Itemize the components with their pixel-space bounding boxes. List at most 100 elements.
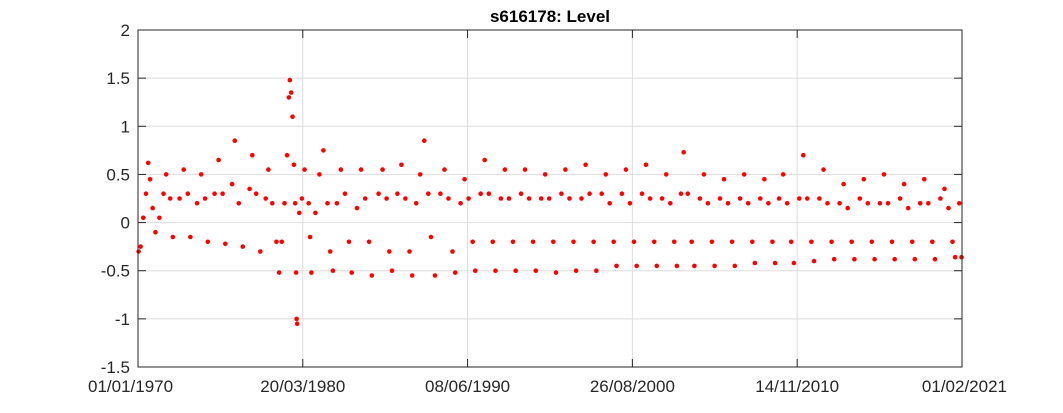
data-point — [889, 239, 895, 245]
data-point — [717, 196, 723, 201]
data-point — [659, 196, 665, 201]
data-point — [599, 191, 604, 196]
data-point — [801, 152, 806, 158]
data-point — [338, 167, 344, 172]
data-point — [942, 186, 947, 192]
data-point — [725, 201, 731, 206]
data-point — [721, 176, 727, 182]
data-point — [627, 201, 633, 206]
data-point — [258, 249, 263, 254]
data-point — [399, 162, 404, 168]
data-point — [428, 234, 434, 240]
data-point — [689, 239, 694, 245]
data-point — [522, 167, 528, 172]
data-point — [493, 268, 498, 274]
data-point — [619, 191, 625, 196]
data-point — [872, 256, 877, 262]
data-point — [276, 270, 282, 275]
data-point — [518, 191, 524, 196]
data-point — [458, 201, 463, 206]
data-point — [817, 196, 822, 201]
data-point — [594, 268, 599, 274]
data-point — [611, 239, 616, 245]
data-point — [369, 273, 375, 278]
data-point — [791, 260, 797, 266]
data-point — [321, 148, 326, 153]
data-point — [926, 201, 931, 206]
data-point — [732, 263, 738, 269]
data-point — [288, 90, 294, 95]
data-point — [881, 172, 887, 177]
data-point — [334, 201, 340, 206]
data-point — [950, 239, 955, 245]
data-point — [614, 263, 619, 269]
data-point — [229, 181, 235, 187]
data-point — [240, 244, 246, 249]
data-point — [389, 268, 395, 274]
data-point — [671, 239, 677, 245]
data-point — [473, 268, 478, 274]
data-point — [861, 176, 867, 182]
data-point — [161, 191, 166, 196]
y-tick-label: -1.5 — [101, 358, 130, 377]
data-point — [591, 239, 596, 245]
x-tick-label: 14/11/2010 — [755, 377, 839, 396]
data-point — [286, 95, 292, 100]
plot-frame — [137, 29, 963, 368]
data-point — [922, 176, 927, 182]
data-point — [167, 196, 173, 201]
data-point — [780, 172, 786, 177]
data-point — [290, 114, 295, 119]
data-point — [905, 205, 911, 211]
data-point — [282, 201, 287, 206]
data-point — [643, 162, 649, 168]
data-point — [758, 196, 763, 201]
data-point — [533, 268, 539, 274]
data-point — [313, 210, 318, 216]
data-point — [797, 196, 802, 201]
data-point — [917, 201, 923, 206]
data-point — [170, 234, 176, 240]
data-point — [845, 205, 850, 211]
data-point — [553, 270, 559, 275]
data-point — [729, 239, 735, 245]
data-point — [587, 191, 592, 196]
data-point — [150, 205, 155, 211]
data-point — [284, 152, 290, 158]
data-point — [701, 172, 707, 177]
data-point — [841, 181, 846, 187]
data-point — [292, 201, 298, 206]
data-point — [762, 176, 767, 182]
data-point — [462, 176, 467, 182]
data-point — [770, 239, 775, 245]
data-point — [567, 196, 572, 201]
data-point — [837, 201, 842, 206]
data-point — [831, 256, 837, 262]
data-point — [776, 196, 782, 201]
data-point — [513, 268, 518, 274]
data-point — [788, 239, 794, 245]
data-point — [530, 239, 536, 245]
data-point — [938, 196, 943, 201]
data-point — [952, 254, 958, 260]
y-tick-label: 2 — [121, 21, 130, 40]
data-point — [232, 138, 238, 143]
data-point — [143, 191, 149, 196]
data-point — [705, 201, 711, 206]
data-point — [559, 191, 564, 196]
data-point — [366, 239, 372, 245]
data-point — [678, 191, 684, 196]
data-point — [212, 191, 217, 196]
data-point — [825, 201, 830, 206]
data-point — [309, 270, 314, 275]
data-point — [877, 201, 883, 206]
data-point — [380, 167, 385, 172]
data-point — [551, 239, 556, 245]
data-point — [685, 191, 691, 196]
y-tick-label: 0.5 — [106, 165, 130, 184]
data-point — [141, 215, 146, 221]
data-point — [153, 229, 158, 235]
data-point — [307, 234, 313, 240]
data-point — [205, 239, 211, 245]
